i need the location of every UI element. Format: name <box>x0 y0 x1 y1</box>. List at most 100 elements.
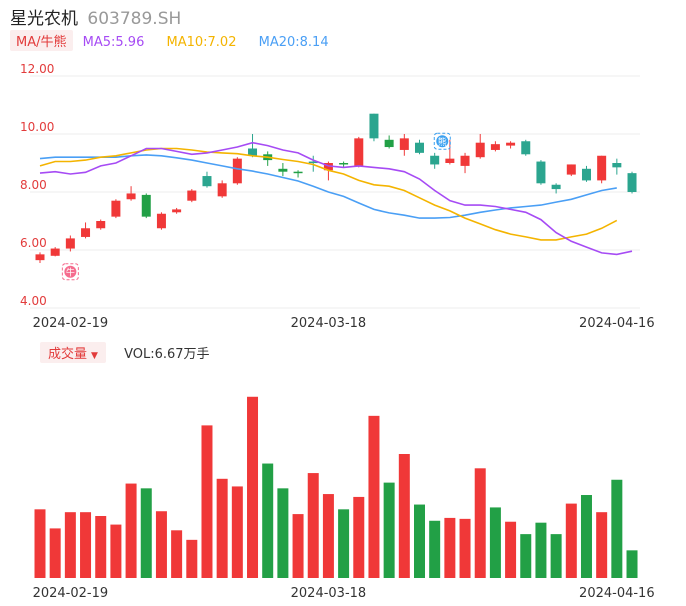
stock-code: 603789.SH <box>87 9 182 29</box>
x-tick-label: 2024-02-19 <box>33 586 109 601</box>
ma-indicator-tag[interactable]: MA/牛熊 <box>10 30 73 51</box>
candle-body <box>581 168 591 181</box>
caret-down-icon: ▼ <box>91 351 98 361</box>
stock-title: 星光农机 603789.SH <box>10 4 181 29</box>
bear-marker-frame <box>433 132 451 150</box>
candle-body <box>202 176 212 187</box>
volume-bar <box>80 512 92 578</box>
y-tick-label: 4.00 <box>20 294 47 308</box>
y-tick-label: 8.00 <box>20 178 47 192</box>
volume-bar <box>489 507 501 578</box>
volume-bar <box>49 528 61 578</box>
y-tick-label: 12.00 <box>20 62 54 76</box>
candle-body <box>536 161 546 184</box>
volume-bar <box>398 454 410 578</box>
candle-body <box>65 238 75 249</box>
ma-legend: MA/牛熊 MA5:5.96 MA10:7.02 MA20:8.14 <box>10 30 329 51</box>
ma10-line <box>39 147 618 241</box>
candle-body <box>597 155 607 181</box>
volume-bars <box>34 396 638 578</box>
x-tick-label: 2024-03-18 <box>291 586 367 601</box>
x-tick-label: 2024-02-19 <box>33 316 109 331</box>
volume-bar <box>34 509 46 578</box>
candle-body <box>111 200 121 217</box>
candle-body <box>627 173 637 192</box>
candle-body <box>172 209 182 213</box>
candle-body <box>293 171 303 174</box>
volume-bar <box>110 524 122 578</box>
volume-bar <box>580 495 592 578</box>
volume-bar <box>247 396 259 578</box>
candlestick-series <box>35 113 637 264</box>
volume-bar <box>292 514 304 578</box>
ma5-value: MA5:5.96 <box>82 35 145 50</box>
volume-legend: 成交量 ▼ VOL:6.67万手 <box>40 342 210 363</box>
ma10-value: MA10:7.02 <box>166 35 237 50</box>
candle-body <box>490 144 500 150</box>
bull-marker-icon <box>64 265 77 278</box>
volume-bar <box>596 512 608 578</box>
candle-body <box>232 158 242 184</box>
volume-bar <box>140 488 152 578</box>
volume-bar <box>474 468 486 578</box>
bear-marker-icon <box>436 135 449 148</box>
volume-bar <box>368 415 380 578</box>
candle-body <box>399 138 409 150</box>
volume-bar <box>231 486 243 578</box>
candle-body <box>566 164 576 175</box>
bull-bear-markers: 牛熊 <box>61 132 451 281</box>
candle-body <box>460 155 470 166</box>
candle-body <box>506 142 516 146</box>
candle-body <box>445 158 455 163</box>
volume-bar <box>171 530 183 578</box>
volume-bar <box>186 539 198 578</box>
candle-body <box>521 141 531 155</box>
ma20-value: MA20:8.14 <box>258 35 329 50</box>
ma-lines <box>39 141 633 256</box>
volume-bar <box>201 425 213 578</box>
candle-body <box>278 168 288 172</box>
volume-bar <box>95 516 107 578</box>
bear-marker-label: 熊 <box>438 136 447 148</box>
volume-bar <box>565 503 577 578</box>
volume-indicator-tag[interactable]: 成交量 ▼ <box>40 342 106 363</box>
y-tick-label: 6.00 <box>20 236 47 250</box>
volume-bar <box>459 518 471 578</box>
volume-x-axis: 2024-02-19 2024-03-18 2024-04-16 <box>33 586 655 601</box>
candle-body <box>339 163 349 165</box>
volume-bar <box>277 488 289 578</box>
volume-bar <box>216 478 228 578</box>
volume-bar <box>550 534 562 578</box>
volume-bar <box>338 509 350 578</box>
volume-value: VOL:6.67万手 <box>124 347 210 362</box>
candle-body <box>354 138 364 166</box>
volume-bar <box>429 520 441 578</box>
volume-bar <box>125 483 137 578</box>
ma20-line <box>39 154 617 219</box>
volume-bar <box>444 517 456 578</box>
volume-bar <box>611 479 623 578</box>
price-grid <box>30 75 640 309</box>
candle-body <box>415 142 424 153</box>
volume-bar <box>414 504 425 578</box>
candle-body <box>217 183 227 197</box>
volume-bar <box>155 511 167 578</box>
candle-body <box>50 248 60 256</box>
bull-marker: 牛 <box>61 263 79 281</box>
candle-body <box>308 161 318 164</box>
candle-body <box>612 163 622 168</box>
candle-body <box>81 228 91 237</box>
stock-name: 星光农机 <box>10 9 78 29</box>
bear-marker: 熊 <box>433 132 451 150</box>
volume-bar <box>505 521 517 578</box>
candle-body <box>156 213 166 229</box>
volume-bar <box>626 550 638 578</box>
candle-body <box>187 190 197 201</box>
bull-marker-label: 牛 <box>66 266 75 278</box>
volume-bar <box>520 534 532 578</box>
price-x-axis: 2024-02-19 2024-03-18 2024-04-16 <box>33 316 655 331</box>
y-tick-label: 10.00 <box>20 120 54 134</box>
volume-bar <box>262 463 274 578</box>
candle-body <box>96 221 106 229</box>
volume-bar <box>307 473 319 578</box>
